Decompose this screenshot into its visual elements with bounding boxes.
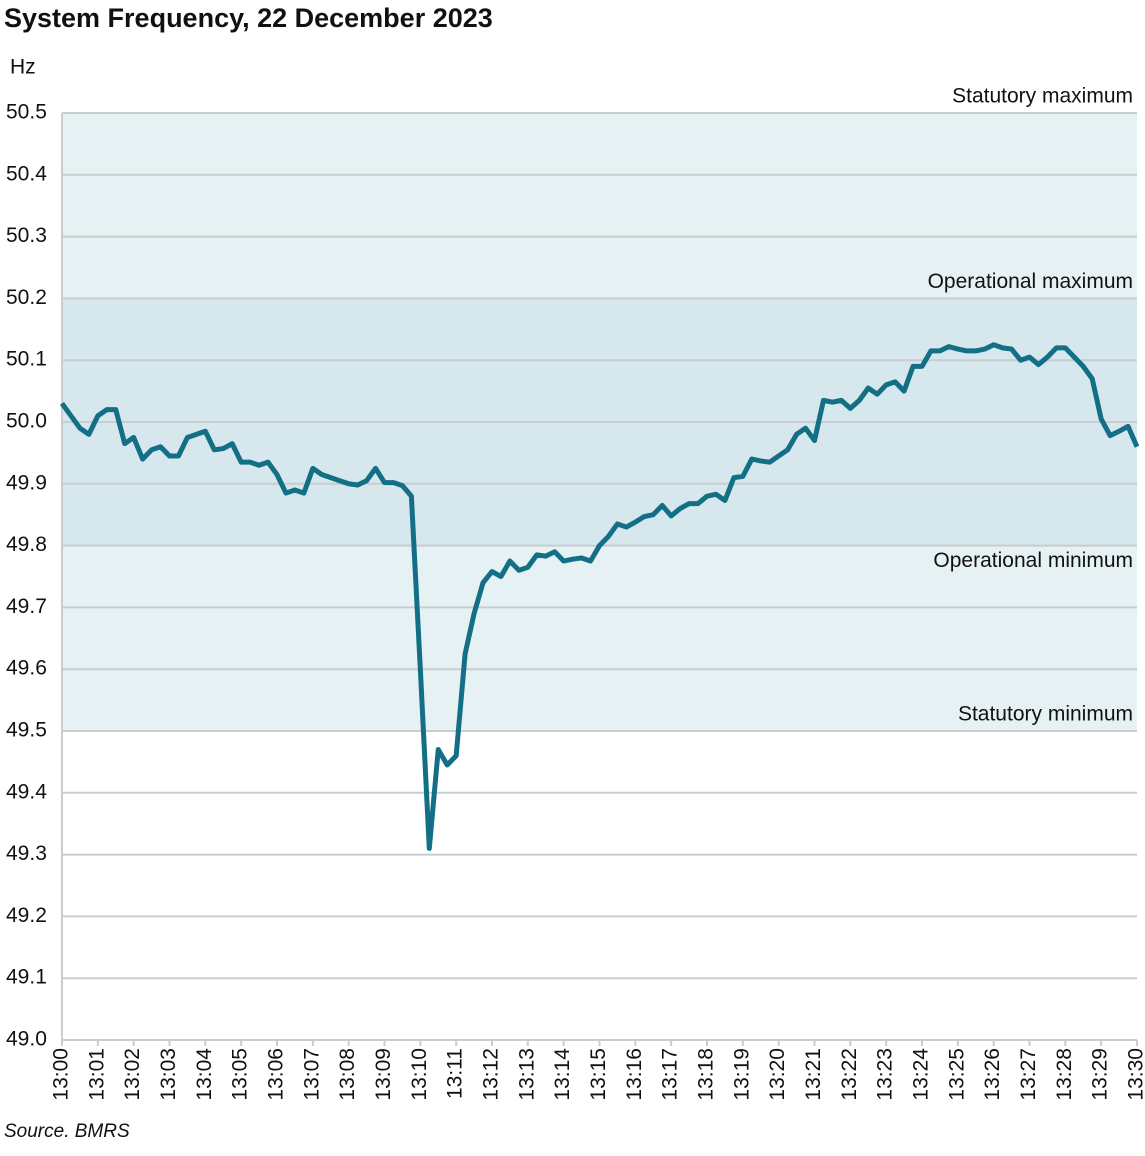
y-tick-label: 49.1 <box>6 966 47 989</box>
x-tick-label: 13:08 <box>336 1048 359 1101</box>
x-tick-label: 13:10 <box>408 1048 431 1101</box>
x-tick-label: 13:15 <box>587 1048 610 1101</box>
x-tick-label: 13:09 <box>372 1048 395 1101</box>
x-tick-label: 13:26 <box>981 1048 1004 1101</box>
x-tick-label: 13:07 <box>300 1048 323 1101</box>
y-axis-label: Hz <box>10 56 36 79</box>
y-tick-label: 49.4 <box>6 780 47 803</box>
x-tick-label: 13:22 <box>838 1048 861 1101</box>
source: Source. BMRS <box>4 1121 130 1142</box>
x-tick-label: 13:28 <box>1053 1048 1076 1101</box>
x-tick-label: 13:25 <box>945 1048 968 1101</box>
x-tick-label: 13:19 <box>730 1048 753 1101</box>
y-tick-label: 50.3 <box>6 224 47 247</box>
line-series <box>59 342 1140 851</box>
x-tick-label: 13:03 <box>157 1048 180 1101</box>
x-tick-label: 13:29 <box>1089 1048 1112 1101</box>
x-tick-label: 13:20 <box>766 1048 789 1101</box>
y-tick-label: 49.2 <box>6 904 47 927</box>
annotation: Statutory maximum <box>952 85 1133 108</box>
x-tick-label: 13:27 <box>1017 1048 1040 1101</box>
y-tick-label: 49.9 <box>6 471 47 494</box>
x-tick-label: 13:21 <box>802 1048 825 1101</box>
y-tick-label: 50.2 <box>6 286 47 309</box>
annotation: Operational minimum <box>933 549 1133 572</box>
x-tick-label: 13:18 <box>695 1048 718 1101</box>
x-tick-label: 13:11 <box>444 1048 467 1099</box>
annotation: Operational maximum <box>928 270 1133 293</box>
y-tick-label: 49.8 <box>6 533 47 556</box>
x-tick-label: 13:23 <box>874 1048 897 1101</box>
annotation: Statutory minimum <box>958 703 1133 726</box>
y-tick-label: 50.1 <box>6 348 47 371</box>
y-tick-label: 49.0 <box>6 1028 47 1051</box>
x-tick-label: 13:01 <box>85 1048 108 1101</box>
x-tick-label: 13:24 <box>910 1048 933 1101</box>
x-tick-label: 13:12 <box>480 1048 503 1101</box>
x-tick-label: 13:16 <box>623 1048 646 1101</box>
y-tick-label: 49.7 <box>6 595 47 618</box>
x-tick-label: 13:14 <box>551 1048 574 1101</box>
x-tick-label: 13:02 <box>121 1048 144 1101</box>
x-tick-label: 13:05 <box>229 1048 252 1101</box>
y-tick-label: 50.5 <box>6 101 47 124</box>
y-tick-label: 49.6 <box>6 657 47 680</box>
chart-title: System Frequency, 22 December 2023 <box>4 3 493 33</box>
x-tick-label: 13:06 <box>265 1048 288 1101</box>
x-tick-label: 13:00 <box>50 1048 73 1101</box>
x-tick-label: 13:17 <box>659 1048 682 1101</box>
y-tick-label: 49.3 <box>6 842 47 865</box>
x-tick-label: 13:04 <box>193 1048 216 1101</box>
x-tick-label: 13:30 <box>1125 1048 1145 1101</box>
y-tick-label: 50.0 <box>6 410 47 433</box>
x-tick-label: 13:13 <box>515 1048 538 1101</box>
y-tick-label: 50.4 <box>6 162 47 185</box>
y-tick-label: 49.5 <box>6 719 47 742</box>
